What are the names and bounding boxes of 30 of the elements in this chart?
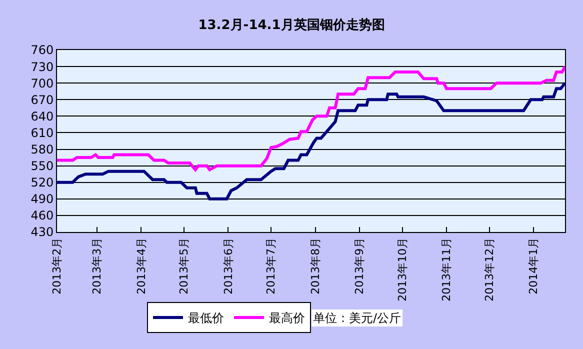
y-tick-label: 490 — [30, 192, 54, 206]
x-tick-label: 2013年3月 — [90, 237, 104, 294]
text: 单位：美元/公斤 — [313, 311, 402, 325]
x-tick-label: 2013年7月 — [264, 237, 278, 294]
y-tick-label: 430 — [30, 225, 54, 240]
x-tick-label: 2013年9月 — [353, 237, 366, 294]
y-tick-label: 610 — [30, 126, 54, 140]
y-tick-label: 580 — [30, 142, 54, 156]
line-series — [57, 65, 565, 172]
y-tick-label: 640 — [30, 109, 54, 124]
x-tick-label: 2013年6月 — [222, 237, 235, 294]
y-tick-label: 700 — [30, 76, 54, 90]
line-series — [57, 82, 565, 200]
x-tick-label: 2013年12月 — [482, 237, 496, 302]
y-tick-label: 550 — [30, 159, 54, 174]
legend-label: 最高价 — [269, 311, 305, 326]
y-tick-label: 670 — [30, 92, 54, 107]
x-tick-label: 2014年1月 — [527, 237, 540, 294]
x-tick-label: 2013年8月 — [308, 237, 322, 294]
y-tick-label: 520 — [30, 176, 54, 190]
x-tick-label: 2013年4月 — [134, 237, 148, 294]
chart-title: 13.2月-14.1月英国铟价走势图 — [198, 16, 385, 33]
legend-label: 最低价 — [188, 311, 224, 326]
x-tick-label: 2013年11月 — [440, 237, 454, 302]
y-tick-label: 760 — [30, 43, 54, 58]
x-tick-label: 2013年2月 — [50, 237, 64, 294]
y-tick-label: 730 — [30, 60, 54, 74]
y-tick-label: 460 — [30, 208, 54, 223]
x-tick-label: 2013年5月 — [178, 237, 191, 294]
x-tick-label: 2013年10月 — [396, 237, 409, 302]
